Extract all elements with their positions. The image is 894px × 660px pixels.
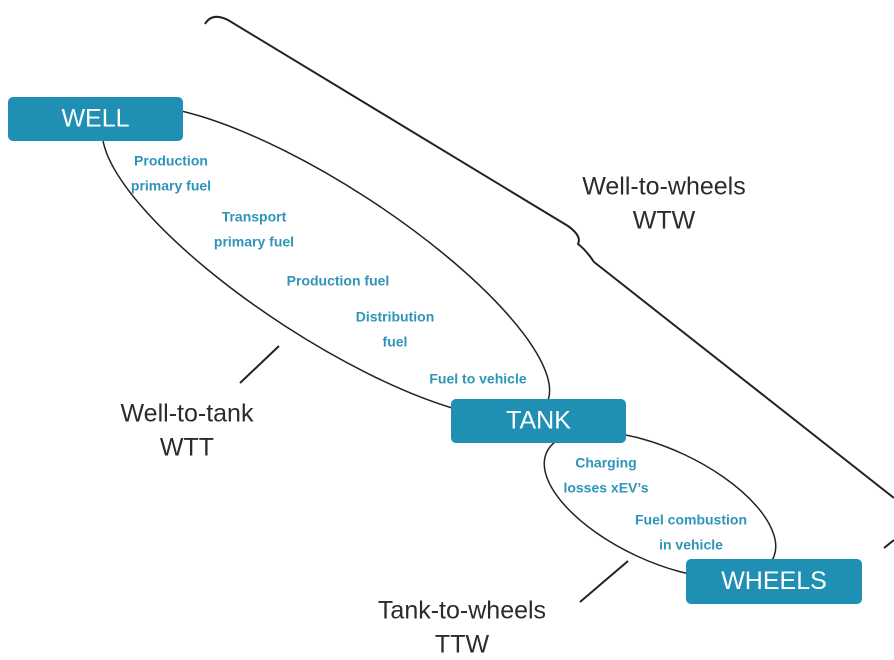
wtt-leader (239, 345, 280, 384)
node-label: WELL (61, 105, 129, 133)
step-label: Production (134, 153, 208, 169)
step-label: losses xEV’s (563, 480, 648, 496)
stage-label: Tank-to-wheels (378, 597, 546, 625)
step-label: Fuel combustion (635, 512, 747, 528)
step-label: in vehicle (659, 537, 723, 553)
ttw-ellipse (543, 430, 777, 580)
step-label: primary fuel (131, 178, 211, 194)
stage-label: Well-to-wheels (582, 173, 745, 201)
stage-label: Well-to-tank (121, 400, 254, 428)
step-label: Production fuel (287, 273, 390, 289)
stage-label: WTT (160, 434, 214, 462)
wtw-brace (204, 15, 894, 499)
node-box (451, 399, 626, 443)
step-label: Charging (575, 455, 636, 471)
stage-label: WTW (633, 207, 696, 235)
ttw-leader (579, 560, 629, 603)
step-label: Fuel to vehicle (429, 371, 526, 387)
node-label: WHEELS (721, 567, 827, 595)
node-box (8, 97, 183, 141)
node-label: TANK (506, 407, 571, 435)
node-box (686, 559, 862, 604)
stage-label: TTW (435, 631, 490, 659)
brace-end (883, 539, 894, 549)
step-label: Transport (222, 209, 287, 225)
step-label: primary fuel (214, 234, 294, 250)
step-label: Distribution (356, 309, 435, 325)
step-label: fuel (383, 334, 408, 350)
